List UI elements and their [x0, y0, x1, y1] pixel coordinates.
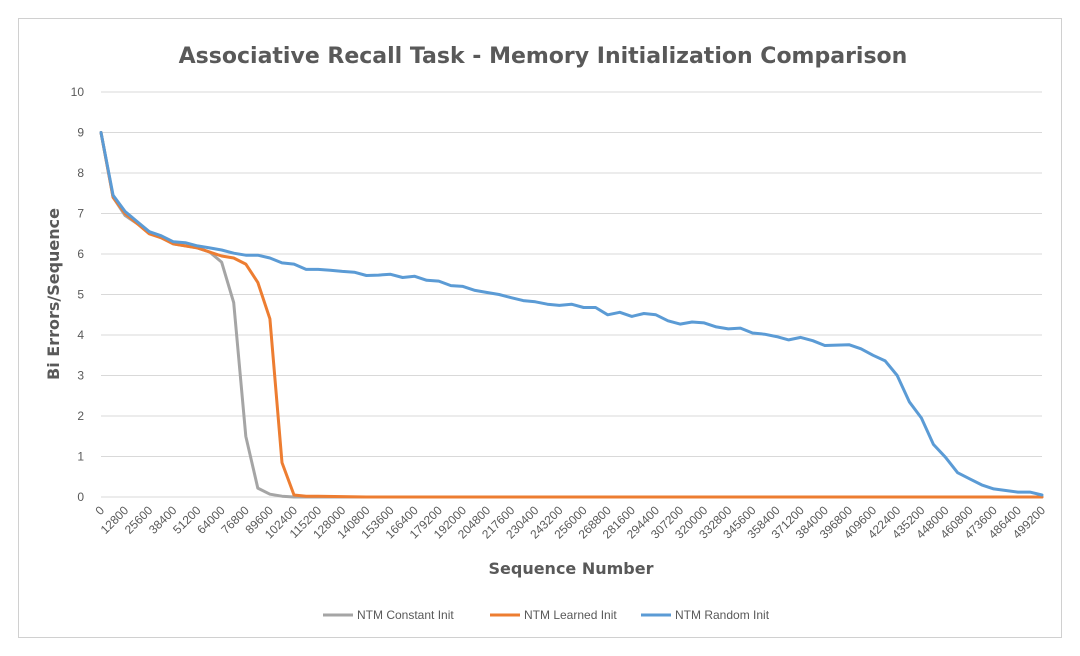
legend-label-ntm-learned-init: NTM Learned Init: [524, 608, 617, 622]
y-axis-label: Bi Errors/Sequence: [44, 208, 63, 380]
y-tick-label: 0: [77, 490, 84, 504]
chart-title: Associative Recall Task - Memory Initial…: [179, 44, 908, 69]
y-tick-label: 2: [77, 409, 84, 423]
chart-frame: [18, 18, 1062, 638]
series-line-ntm-random-init: [99, 131, 1044, 497]
x-tick-label: 0: [92, 503, 107, 518]
legend-label-ntm-constant-init: NTM Constant Init: [357, 608, 454, 622]
y-axis-ticks: 0 1 2 3 4 5 6 7 8 9 10: [71, 85, 85, 504]
y-tick-label: 1: [77, 450, 84, 464]
x-axis-label: Sequence Number: [488, 559, 653, 578]
y-tick-label: 5: [77, 288, 84, 302]
y-tick-label: 4: [77, 328, 84, 342]
x-axis-ticks: 0128002560038400512006400076800896001024…: [92, 503, 1048, 541]
y-tick-label: 3: [77, 369, 84, 383]
series-lines: [99, 131, 1044, 499]
legend: NTM Constant Init NTM Learned Init NTM Ran…: [323, 608, 770, 622]
y-tick-label: 10: [71, 85, 85, 99]
y-tick-label: 6: [77, 247, 84, 261]
series-line-ntm-constant-init: [99, 131, 1044, 499]
y-tick-label: 7: [77, 207, 84, 221]
y-tick-label: 9: [77, 126, 84, 140]
gridlines: [101, 91, 1042, 498]
y-tick-label: 8: [77, 166, 84, 180]
legend-label-ntm-random-init: NTM Random Init: [675, 608, 770, 622]
series-line-ntm-learned-init: [99, 131, 1044, 499]
